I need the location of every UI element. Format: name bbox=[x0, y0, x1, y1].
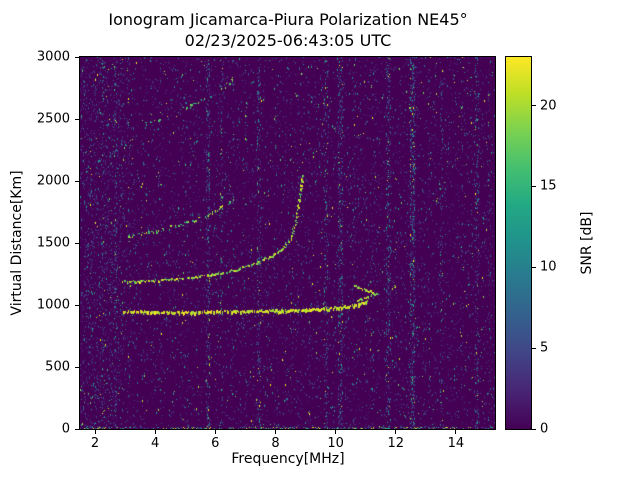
y-tick-mark bbox=[75, 118, 79, 120]
x-axis-ticks: 2 4 6 8 10 12 14 bbox=[80, 430, 496, 454]
colorbar-tick-label: 20 bbox=[540, 98, 557, 114]
x-tick-label: 14 bbox=[447, 436, 465, 451]
colorbar-tick-label: 15 bbox=[540, 178, 557, 194]
y-tick-mark bbox=[75, 428, 79, 430]
x-tick-label: 10 bbox=[327, 436, 344, 451]
y-tick-label: 2000 bbox=[36, 173, 70, 189]
x-tick-mark bbox=[274, 430, 276, 434]
y-tick-label: 1000 bbox=[36, 297, 70, 313]
x-tick-mark bbox=[455, 430, 457, 434]
plot-area bbox=[79, 56, 496, 430]
ionogram-heatmap-canvas bbox=[80, 57, 495, 429]
x-tick-label: 8 bbox=[271, 436, 280, 451]
colorbar-tick-mark bbox=[532, 428, 536, 430]
x-tick-label: 12 bbox=[387, 436, 405, 451]
y-tick-mark bbox=[75, 366, 79, 368]
colorbar-tick-label: 5 bbox=[540, 340, 549, 356]
x-tick-label: 4 bbox=[151, 436, 160, 451]
colorbar-tick-label: 0 bbox=[540, 421, 549, 437]
y-axis-ticks: 0 500 1000 1500 2000 2500 3000 bbox=[0, 50, 79, 437]
y-tick-label: 0 bbox=[61, 421, 70, 437]
x-tick-mark bbox=[395, 430, 397, 434]
y-tick-label: 3000 bbox=[36, 49, 70, 65]
x-tick-mark bbox=[335, 430, 337, 434]
chart-subtitle: 02/23/2025-06:43:05 UTC bbox=[184, 31, 392, 50]
y-tick-label: 500 bbox=[45, 359, 70, 375]
x-tick-mark bbox=[214, 430, 216, 434]
chart-title: Ionogram Jicamarca-Piura Polarization NE… bbox=[108, 10, 468, 29]
colorbar-label: SNR [dB] bbox=[579, 211, 595, 275]
colorbar-tick-label: 10 bbox=[540, 259, 557, 275]
x-tick-mark bbox=[154, 430, 156, 434]
colorbar-tick-mark bbox=[532, 105, 536, 107]
colorbar bbox=[505, 56, 532, 430]
colorbar-tick-mark bbox=[532, 347, 536, 349]
x-tick-mark bbox=[94, 430, 96, 434]
y-tick-mark bbox=[75, 56, 79, 58]
x-axis-label: Frequency[MHz] bbox=[231, 451, 345, 467]
colorbar-ticks: 0 5 10 15 20 bbox=[532, 57, 576, 437]
y-tick-mark bbox=[75, 242, 79, 244]
colorbar-tick-mark bbox=[532, 266, 536, 268]
x-tick-label: 2 bbox=[90, 436, 100, 451]
y-tick-mark bbox=[75, 180, 79, 182]
y-tick-mark bbox=[75, 304, 79, 306]
y-tick-label: 1500 bbox=[36, 235, 70, 251]
colorbar-tick-mark bbox=[532, 185, 536, 187]
x-tick-label: 6 bbox=[211, 436, 220, 451]
y-tick-label: 2500 bbox=[36, 111, 70, 127]
